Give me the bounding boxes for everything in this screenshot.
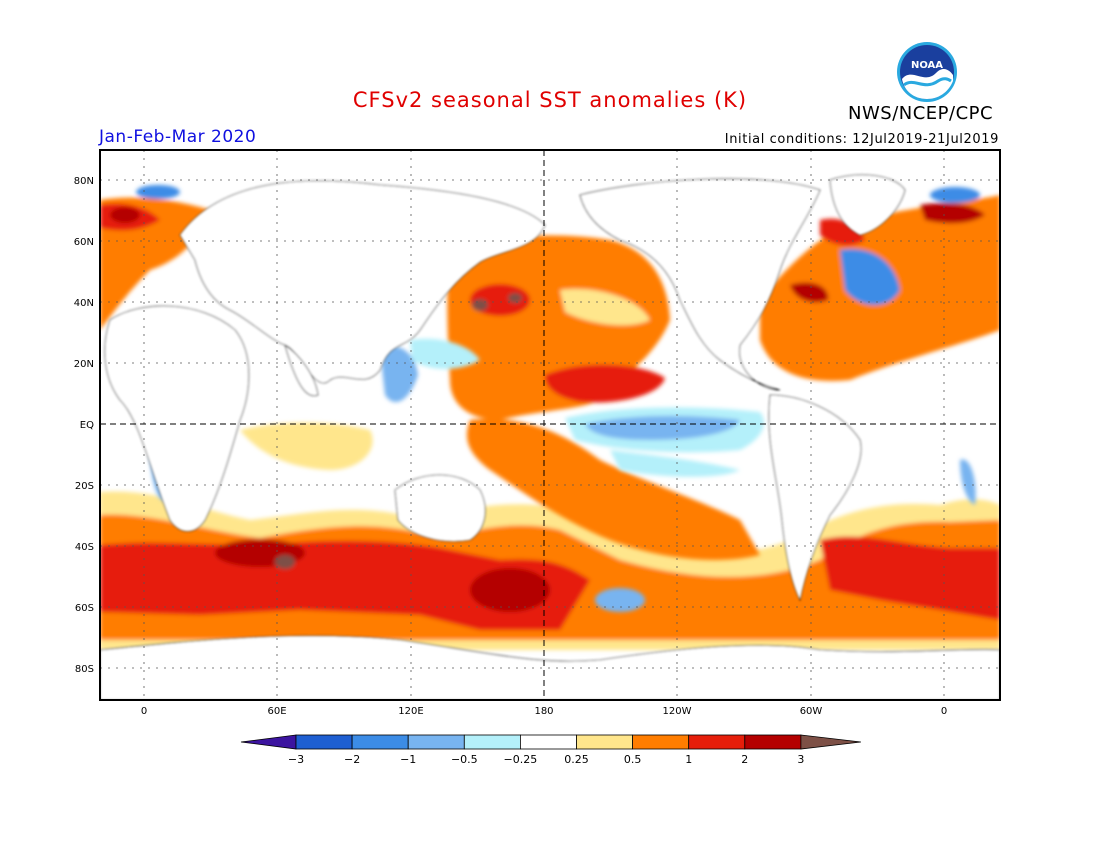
colorbar-label: −1 xyxy=(400,753,416,766)
colorbar-swatch xyxy=(520,734,577,750)
noaa-logo-text: NOAA xyxy=(911,60,943,71)
colorbar-arrow-high xyxy=(800,734,861,750)
lon-label: 60E xyxy=(267,706,286,717)
colorbar-label: 0.5 xyxy=(624,753,642,766)
colorbar-swatch xyxy=(632,734,690,750)
colorbar-swatch xyxy=(407,734,465,750)
colorbar-arrow-low xyxy=(240,734,297,750)
colorbar-swatch xyxy=(295,734,353,750)
map-frame xyxy=(99,149,1001,701)
longitude-labels: 0 60E 120E 180 120W 60W 0 xyxy=(141,706,947,717)
colorbar-swatch xyxy=(463,734,521,750)
map-title: CFSv2 seasonal SST anomalies (K) xyxy=(352,88,748,112)
colorbar-swatch xyxy=(576,734,633,750)
colorbar-label: −3 xyxy=(288,753,304,766)
lat-label: 20S xyxy=(75,481,94,492)
lat-label: 40S xyxy=(75,542,94,553)
lon-label: 0 xyxy=(141,706,147,717)
colorbar-swatch xyxy=(688,734,746,750)
lon-label: 120W xyxy=(663,706,692,717)
colorbar-label: 3 xyxy=(797,753,804,766)
lon-label: 180 xyxy=(534,706,553,717)
latitude-labels: 80N 60N 40N 20N EQ 20S 40S 60S 80S xyxy=(74,176,94,675)
lon-label: 120E xyxy=(398,706,423,717)
colorbar-label: −2 xyxy=(344,753,360,766)
lat-label: 40N xyxy=(74,298,94,309)
lat-label: 80N xyxy=(74,176,94,187)
colorbar-label: 0.25 xyxy=(564,753,589,766)
lat-label: 60S xyxy=(75,603,94,614)
lon-label: 60W xyxy=(800,706,823,717)
colorbar-label: −0.25 xyxy=(504,753,538,766)
lon-label: 0 xyxy=(941,706,947,717)
lat-label: 20N xyxy=(74,359,94,370)
lat-label: 80S xyxy=(75,664,94,675)
graticule xyxy=(100,150,1000,700)
colorbar-swatch xyxy=(351,734,409,750)
noaa-logo: NOAA xyxy=(897,42,957,102)
colorbar-label: 1 xyxy=(685,753,692,766)
colorbar-swatch xyxy=(744,734,802,750)
lat-label: 60N xyxy=(74,237,94,248)
agency-label: NWS/NCEP/CPC xyxy=(848,103,994,124)
forecast-period: Jan-Feb-Mar 2020 xyxy=(99,127,257,147)
colorbar: −3 −2 −1 −0.5 −0.25 0.25 0.5 1 2 3 xyxy=(240,734,861,766)
initial-conditions: Initial conditions: 12Jul2019-21Jul2019 xyxy=(724,132,999,147)
colorbar-label: −0.5 xyxy=(451,753,478,766)
lat-label: EQ xyxy=(80,420,94,431)
colorbar-label: 2 xyxy=(741,753,748,766)
